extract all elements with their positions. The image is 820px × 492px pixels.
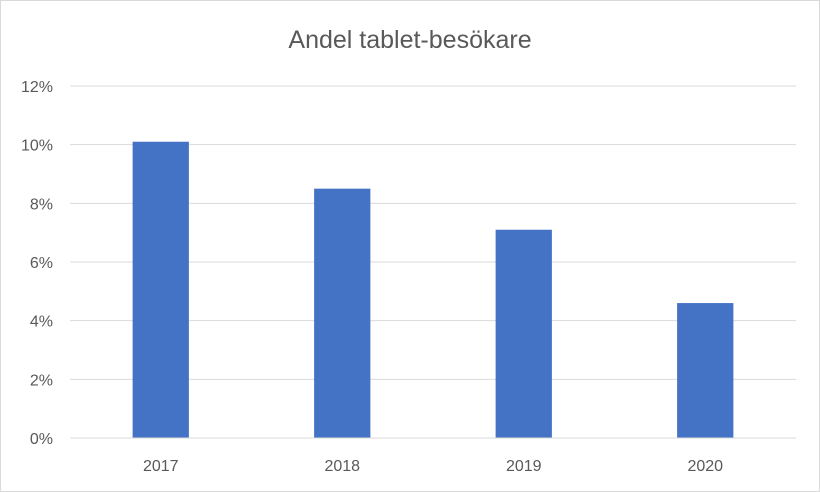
y-tick-label: 2% — [30, 372, 53, 389]
gridlines — [70, 85, 796, 380]
bar — [132, 141, 189, 438]
y-tick-label: 0% — [30, 431, 53, 448]
x-tick-label: 2018 — [324, 458, 360, 475]
y-tick-label: 10% — [21, 138, 53, 155]
x-axis-tick-labels: 2017 2018 2019 2020 — [143, 458, 723, 475]
bar — [677, 303, 734, 438]
y-tick-label: 6% — [30, 255, 53, 272]
x-tick-label: 2017 — [143, 458, 179, 475]
y-tick-label: 8% — [30, 196, 53, 213]
bar — [495, 229, 552, 438]
bars — [132, 141, 734, 438]
y-axis-tick-labels: 0% 2% 4% 6% 8% 10% 12% — [21, 79, 53, 448]
y-tick-label: 4% — [30, 314, 53, 331]
y-tick-label: 12% — [21, 79, 53, 96]
x-tick-label: 2019 — [506, 458, 542, 475]
x-tick-label: 2020 — [687, 458, 723, 475]
bar — [314, 188, 371, 438]
chart-title: Andel tablet-besökare — [288, 26, 532, 54]
